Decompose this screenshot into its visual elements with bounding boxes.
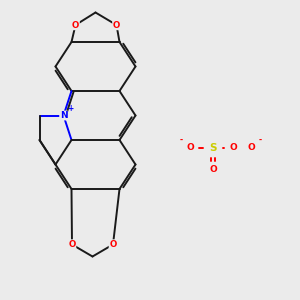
- Text: -: -: [179, 136, 183, 145]
- Text: O: O: [72, 20, 79, 29]
- Text: O: O: [113, 20, 120, 29]
- Text: O: O: [110, 240, 117, 249]
- Text: O: O: [186, 143, 194, 152]
- Text: S: S: [209, 143, 217, 153]
- Text: O: O: [247, 143, 255, 152]
- Text: O: O: [229, 143, 237, 152]
- Text: -: -: [258, 136, 262, 145]
- Text: O: O: [209, 166, 217, 175]
- Text: +: +: [68, 104, 74, 113]
- Text: N: N: [60, 111, 67, 120]
- Text: O: O: [68, 240, 76, 249]
